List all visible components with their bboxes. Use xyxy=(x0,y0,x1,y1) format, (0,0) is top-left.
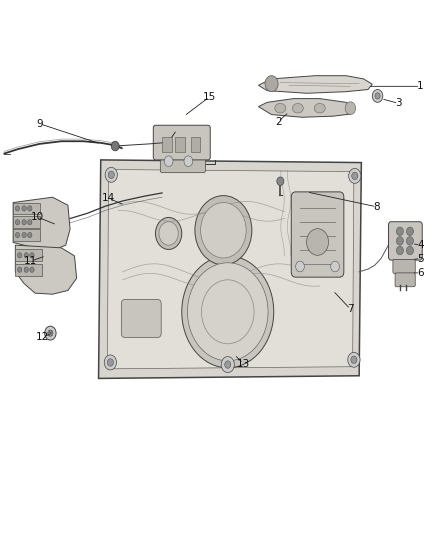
Text: 13: 13 xyxy=(237,359,250,368)
Bar xyxy=(13,203,40,214)
Circle shape xyxy=(351,356,357,364)
Circle shape xyxy=(348,352,360,367)
Bar xyxy=(15,249,42,261)
Circle shape xyxy=(331,261,339,272)
Text: 12: 12 xyxy=(36,332,49,342)
Text: 5: 5 xyxy=(417,254,424,263)
Circle shape xyxy=(265,76,278,92)
Text: 4: 4 xyxy=(417,240,424,250)
Text: 7: 7 xyxy=(347,304,354,314)
Circle shape xyxy=(28,206,32,211)
Bar xyxy=(175,137,185,152)
Polygon shape xyxy=(15,245,77,294)
Circle shape xyxy=(184,156,193,166)
Polygon shape xyxy=(13,197,70,251)
Polygon shape xyxy=(258,99,355,117)
Circle shape xyxy=(225,361,231,368)
Circle shape xyxy=(108,171,114,179)
Circle shape xyxy=(352,172,358,180)
Bar xyxy=(13,229,40,241)
FancyBboxPatch shape xyxy=(153,125,210,160)
Circle shape xyxy=(22,220,26,225)
Text: 2: 2 xyxy=(275,117,282,126)
Circle shape xyxy=(406,246,413,255)
Circle shape xyxy=(30,267,34,272)
Circle shape xyxy=(406,237,413,245)
FancyBboxPatch shape xyxy=(395,273,415,287)
Text: 15: 15 xyxy=(203,92,216,102)
FancyBboxPatch shape xyxy=(121,300,161,337)
Circle shape xyxy=(28,220,32,225)
Circle shape xyxy=(105,167,117,182)
Circle shape xyxy=(406,227,413,236)
Bar xyxy=(13,216,40,228)
Circle shape xyxy=(15,220,20,225)
Circle shape xyxy=(372,90,383,102)
Circle shape xyxy=(349,168,361,183)
Circle shape xyxy=(375,93,380,99)
Text: 3: 3 xyxy=(395,99,402,108)
Circle shape xyxy=(164,156,173,166)
Circle shape xyxy=(30,253,34,258)
Circle shape xyxy=(221,357,234,373)
Circle shape xyxy=(28,232,32,238)
Circle shape xyxy=(396,246,403,255)
FancyBboxPatch shape xyxy=(389,222,422,260)
Circle shape xyxy=(396,237,403,245)
Text: 9: 9 xyxy=(36,119,43,128)
Circle shape xyxy=(22,232,26,238)
Polygon shape xyxy=(99,160,361,378)
Circle shape xyxy=(107,359,113,366)
Circle shape xyxy=(111,141,119,151)
Text: 6: 6 xyxy=(417,268,424,278)
Bar xyxy=(191,137,200,152)
Circle shape xyxy=(18,253,22,258)
Circle shape xyxy=(296,261,304,272)
Circle shape xyxy=(195,196,252,265)
Circle shape xyxy=(277,177,284,185)
Circle shape xyxy=(48,330,53,336)
Circle shape xyxy=(182,256,274,368)
Circle shape xyxy=(18,267,22,272)
Circle shape xyxy=(15,206,20,211)
Circle shape xyxy=(155,217,182,249)
Text: 10: 10 xyxy=(31,212,44,222)
Circle shape xyxy=(22,206,26,211)
Circle shape xyxy=(45,326,56,340)
Bar xyxy=(162,137,172,152)
Circle shape xyxy=(396,227,403,236)
FancyBboxPatch shape xyxy=(160,150,205,173)
Text: 14: 14 xyxy=(102,193,115,203)
Bar xyxy=(15,264,42,276)
Ellipse shape xyxy=(275,103,286,113)
Circle shape xyxy=(24,253,28,258)
Circle shape xyxy=(201,203,246,258)
Circle shape xyxy=(15,232,20,238)
Circle shape xyxy=(345,102,356,115)
FancyBboxPatch shape xyxy=(291,192,344,277)
Ellipse shape xyxy=(314,103,325,113)
Text: 11: 11 xyxy=(24,256,37,266)
Circle shape xyxy=(104,355,117,370)
Text: 8: 8 xyxy=(373,202,380,212)
Circle shape xyxy=(159,222,178,245)
Polygon shape xyxy=(258,76,372,93)
Ellipse shape xyxy=(293,103,304,113)
Circle shape xyxy=(24,267,28,272)
FancyBboxPatch shape xyxy=(393,260,415,273)
Circle shape xyxy=(307,229,328,255)
Text: 1: 1 xyxy=(417,82,424,91)
Polygon shape xyxy=(107,169,354,369)
Circle shape xyxy=(187,263,268,361)
